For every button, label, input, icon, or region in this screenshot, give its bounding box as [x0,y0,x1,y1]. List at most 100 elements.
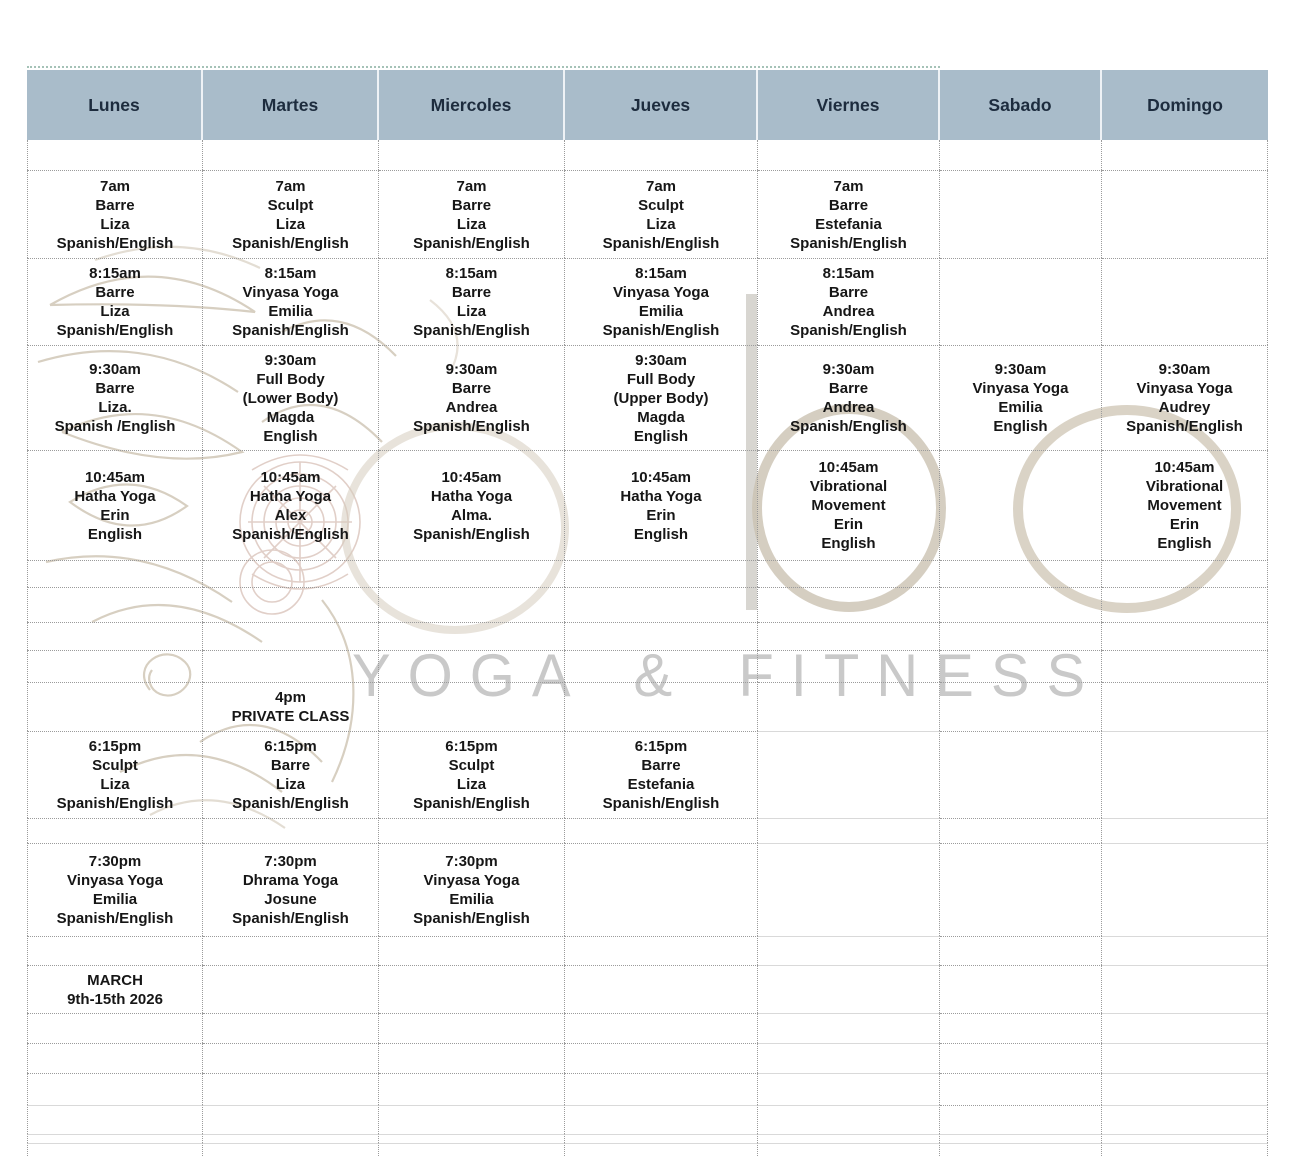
class-detail: Barre [828,284,869,301]
class-detail: (Upper Body) [613,389,709,407]
class-detail: Emilia [998,399,1043,416]
cell-domingo-empty [1102,587,1268,622]
cell-viernes-empty [758,1043,940,1073]
class-detail: Alex [274,506,307,524]
class-detail: Liza [100,776,130,793]
class-detail: Spanish/English [413,322,530,339]
cell-jueves-empty [565,650,758,682]
empty-row [27,650,1268,682]
cell-martes-4pm: 4pm PRIVATE CLASS [203,682,379,731]
cell-domingo-week-label [1102,965,1268,1013]
cell-martes-empty [203,1013,379,1043]
class-detail: Liza [100,215,130,233]
class-time: 6:15pm [445,738,498,755]
class-time: 10:45am [818,459,879,476]
cell-domingo-7-30pm [1102,843,1268,936]
day-header-jueves: Jueves [565,70,758,140]
cell-viernes-empty [758,1073,940,1105]
day-header-martes: Martes [203,70,379,140]
class-detail: Emilia [92,891,138,908]
cell-lunes-empty [27,818,203,843]
cell-sabado-empty [940,1073,1102,1105]
cell-martes-7-30pm: 7:30pm Dhrama Yoga Josune Spanish/English [203,843,379,936]
class-detail: Vinyasa Yoga [972,380,1069,397]
cell-domingo-empty [1102,936,1268,965]
empty-row [27,140,1268,170]
cell-sabado-empty [940,587,1102,622]
cell-viernes-empty [758,818,940,843]
class-time: 10:45am [1154,459,1215,476]
class-detail: Audrey [1158,399,1211,416]
empty-row [27,936,1268,965]
cell-jueves-7am: 7am Sculpt Liza Spanish/English [565,170,758,258]
cell-sabado-empty [940,1043,1102,1073]
schedule-row-6-15pm: 6:15pm Sculpt Liza Spanish/English 6:15pm Bar… [27,731,1268,818]
cell-viernes-empty [758,1134,940,1143]
class-time: 9:30am [635,351,687,369]
cell-viernes-empty [758,622,940,650]
cell-lunes-4pm [27,682,203,731]
day-header-lunes: Lunes [27,70,203,140]
cell-lunes-10-45am: 10:45am Hatha Yoga Erin English [27,450,203,560]
cell-miercoles-empty [379,587,565,622]
cell-martes-week-label [203,965,379,1013]
cell-viernes-4pm [758,682,940,731]
cell-martes-9-30am: 9:30am Full Body (Lower Body) Magda English [203,345,379,450]
cell-martes-7am: 7am Sculpt Liza Spanish/English [203,170,379,258]
cell-viernes-7am: 7am Barre Estefania Spanish/English [758,170,940,258]
class-time: 7:30pm [264,853,317,870]
top-dotted-rule [27,66,940,68]
cell-lunes-empty [27,1043,203,1073]
class-detail: Vibrational [809,478,888,495]
empty-row [27,818,1268,843]
class-detail: Spanish/English [56,234,174,252]
class-detail: Spanish/English [602,322,720,339]
class-time: 10:45am [630,468,692,486]
class-detail: Magda [266,408,315,426]
cell-martes-empty [203,622,379,650]
cell-jueves-empty [565,1043,758,1073]
class-detail: Hatha Yoga [249,487,332,505]
class-detail: Estefania [815,215,882,233]
class-detail: Spanish/English [413,234,530,252]
class-detail: Spanish/English [232,322,349,339]
class-detail: Emilia [638,303,684,320]
cell-jueves-empty [565,587,758,622]
class-detail: Barre [641,757,681,774]
cell-lunes-7-30pm: 7:30pm Vinyasa Yoga Emilia Spanish/English [27,843,203,936]
class-time: 9:30am [264,351,317,369]
cell-martes-empty [203,560,379,587]
cell-jueves-empty [565,622,758,650]
class-time: 8:15am [635,265,687,282]
cell-martes-empty [203,1105,379,1134]
cell-lunes-week-label: MARCH 9th-15th 2026 [27,965,203,1013]
class-detail: Barre [451,284,492,301]
cell-jueves-4pm [565,682,758,731]
class-detail: Liza [646,215,676,233]
class-detail: Sculpt [638,196,684,214]
class-time: 4pm [275,689,306,706]
cell-martes-empty [203,1073,379,1105]
cell-viernes-8-15am: 8:15am Barre Andrea Spanish/English [758,258,940,345]
day-header-sabado: Sabado [940,70,1102,140]
class-detail: Spanish/English [56,795,174,812]
schedule-row-10-45am: 10:45am Hatha Yoga Erin English 10:45am Hatha… [27,450,1268,560]
class-detail: Spanish/English [790,322,907,339]
class-time: 6:15pm [264,738,317,755]
cell-viernes-empty [758,936,940,965]
class-detail: Spanish/English [602,795,720,812]
cell-viernes-empty [758,1105,940,1134]
class-detail: Emilia [449,891,494,908]
cell-miercoles-empty [379,622,565,650]
class-detail: Spanish/English [413,795,530,812]
empty-row [27,622,1268,650]
cell-domingo-6-15pm [1102,731,1268,818]
class-time: 10:45am [84,468,146,486]
class-detail: English [633,525,689,543]
cell-domingo-empty [1102,560,1268,587]
class-time: 9:30am [1158,361,1211,378]
class-detail: Hatha Yoga [430,487,513,505]
cell-jueves-empty [565,1134,758,1143]
class-time: 7:30pm [88,853,142,870]
class-detail: Spanish/English [790,418,907,435]
